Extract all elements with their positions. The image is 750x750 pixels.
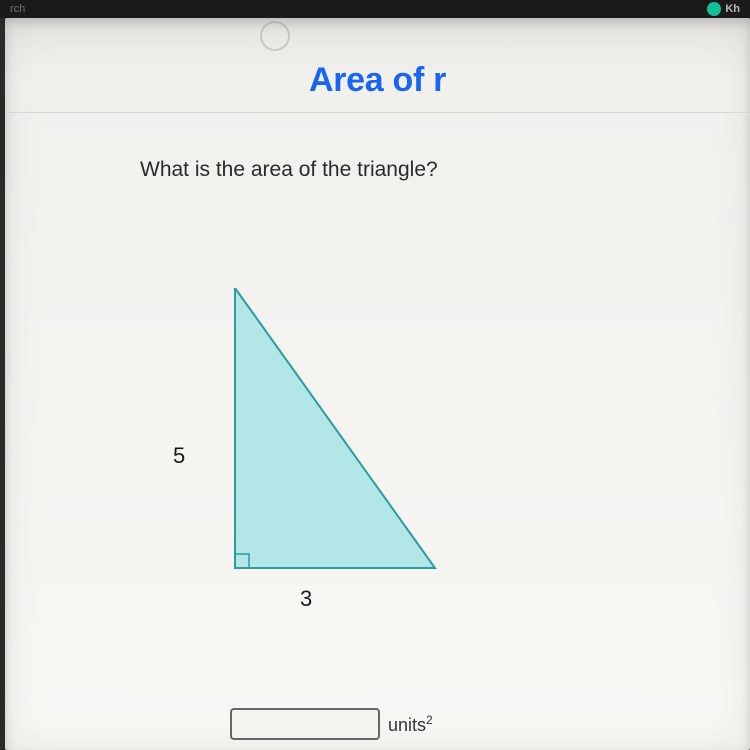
triangle-diagram: 5 3 <box>205 288 485 583</box>
answer-row: units2 <box>230 708 433 740</box>
search-icon <box>260 21 290 51</box>
page-header: Area of r <box>5 18 750 113</box>
question-area: What is the area of the triangle? <box>5 113 750 182</box>
triangle-base-label: 3 <box>300 586 312 612</box>
units-text: units <box>388 715 426 735</box>
status-left-text: rch <box>10 3 25 15</box>
question-prompt: What is the area of the triangle? <box>140 158 750 182</box>
device-status-bar: rch Kh <box>0 0 750 18</box>
status-right-label: Kh <box>725 3 740 15</box>
triangle-svg <box>205 288 485 583</box>
units-exponent: 2 <box>426 713 433 727</box>
units-label: units2 <box>388 713 433 736</box>
khan-logo-icon <box>707 2 721 16</box>
answer-input[interactable] <box>230 708 380 740</box>
screen-content: Area of r What is the area of the triang… <box>5 18 750 750</box>
page-title: Area of r <box>309 61 446 100</box>
triangle-shape <box>235 288 435 568</box>
status-right: Kh <box>707 2 740 16</box>
triangle-height-label: 5 <box>173 443 185 469</box>
